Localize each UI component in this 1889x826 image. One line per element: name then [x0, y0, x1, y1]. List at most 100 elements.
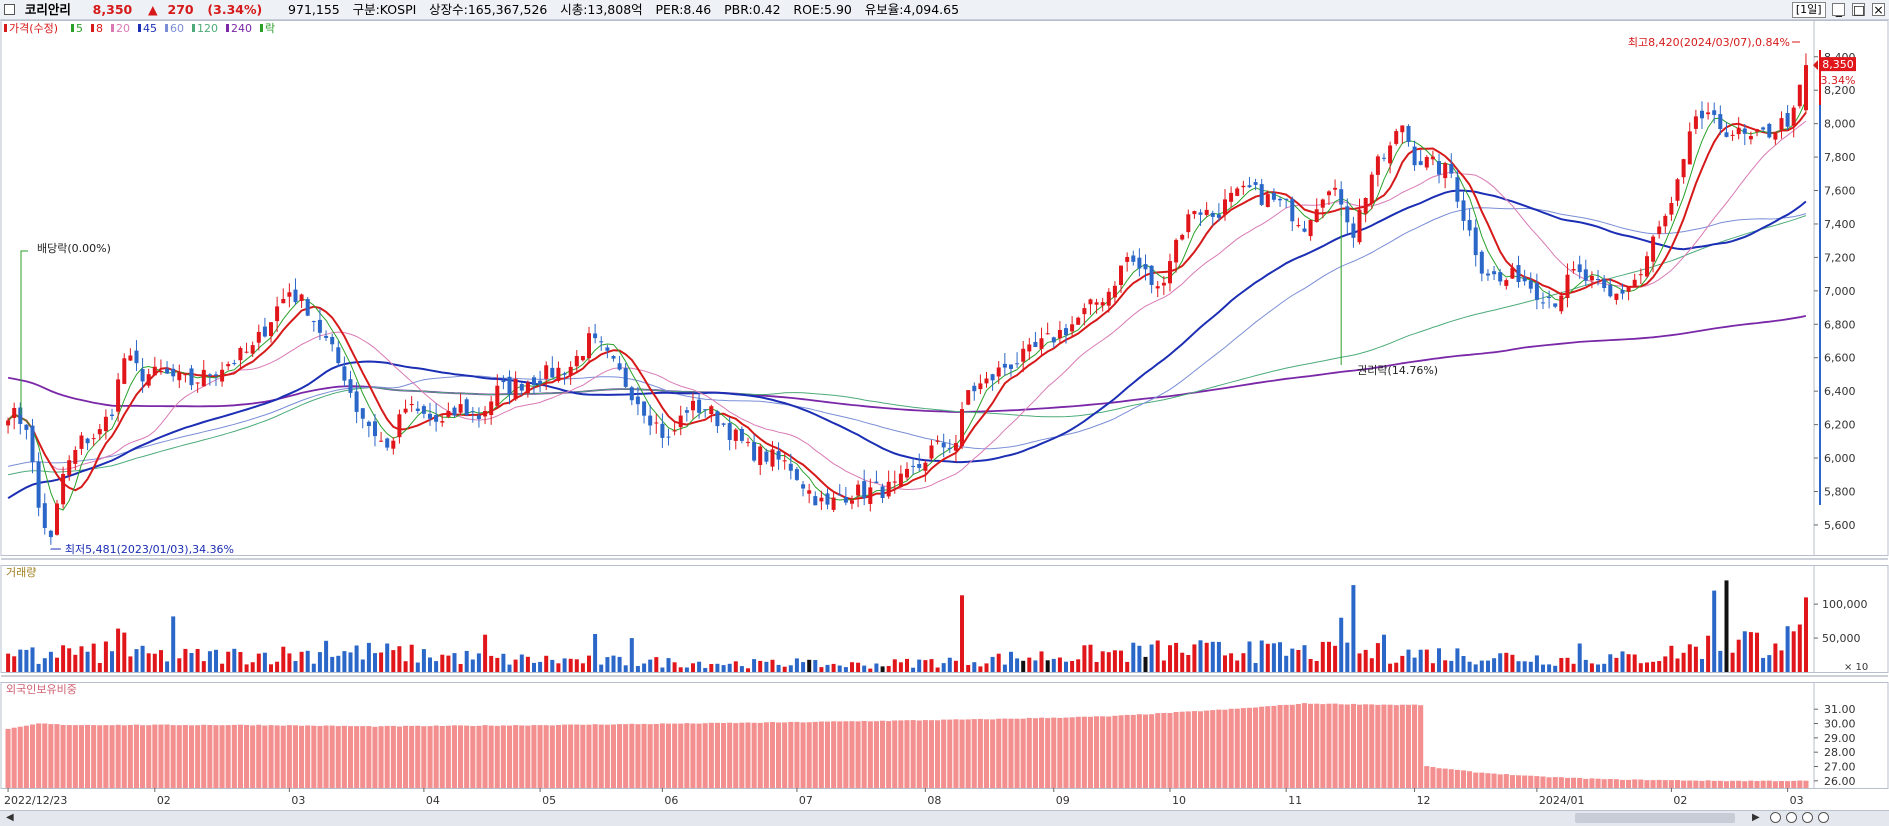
candle-body — [654, 422, 659, 424]
volume-bar — [189, 653, 194, 672]
candle-body — [397, 414, 402, 438]
candle-body — [1785, 113, 1790, 127]
pbr-value: PBR:0.42 — [724, 2, 781, 17]
candle-body — [140, 369, 145, 382]
stock-chart[interactable]: 5,600 5,800 6,000 6,200 6,400 6,600 6,800 7,000… — [0, 20, 1889, 810]
date-tick-label: 08 — [927, 794, 941, 807]
volume-bar — [421, 649, 426, 672]
candle-body — [36, 461, 41, 508]
foreign-ownership-bar — [1014, 718, 1020, 788]
volume-bar — [947, 657, 952, 672]
price-change-pct: (3.34%) — [207, 2, 263, 17]
foreign-ownership-bar — [1772, 781, 1778, 788]
foreign-ownership-bar — [678, 723, 684, 788]
volume-bar — [1553, 665, 1558, 672]
maximize-icon[interactable]: □ — [1852, 2, 1866, 17]
candle-body — [452, 407, 457, 416]
foreign-ownership-bar — [800, 722, 806, 788]
foreign-ownership-bar — [1723, 781, 1729, 788]
candle-body — [525, 382, 530, 394]
candle-body — [269, 322, 273, 336]
volume-bar — [1339, 617, 1344, 672]
volume-bar — [177, 658, 182, 672]
candle-body — [990, 374, 995, 381]
volume-bar — [1663, 656, 1668, 672]
candle-body — [116, 379, 121, 412]
close-icon[interactable]: × — [1872, 2, 1885, 17]
candle-body — [360, 408, 365, 419]
candle-body — [746, 441, 750, 443]
foreign-ownership-bar — [1418, 705, 1424, 788]
candle-body — [1651, 236, 1656, 262]
candle-body — [446, 411, 451, 417]
candle-body — [262, 326, 267, 337]
minimize-icon[interactable]: _ — [1832, 3, 1846, 16]
volume-bar — [1009, 651, 1013, 672]
volume-bar — [898, 662, 903, 672]
candle-body — [391, 440, 396, 449]
foreign-ownership-bar — [739, 722, 745, 788]
foreign-ownership-bar — [286, 725, 292, 788]
foreign-ownership-bar — [482, 725, 488, 788]
zoom-fit-icon[interactable] — [1818, 812, 1829, 823]
foreign-ownership-bar — [354, 726, 360, 788]
foreign-ownership-bar — [824, 721, 830, 788]
candle-body — [348, 379, 353, 393]
candle-body — [311, 321, 316, 323]
candle-body — [1620, 290, 1625, 294]
foreign-ownership-bar — [1032, 718, 1038, 788]
candle-body — [1284, 198, 1289, 200]
foreign-ownership-bar — [1155, 713, 1161, 788]
volume-bar — [550, 659, 555, 672]
select-checkbox[interactable] — [4, 4, 15, 15]
scroll-thumb[interactable] — [1575, 813, 1735, 823]
volume-bar — [452, 653, 457, 672]
scroll-right-icon[interactable]: ▶ — [1752, 812, 1760, 823]
volume-bar — [752, 659, 757, 672]
volume-bar — [183, 648, 188, 672]
candle-body — [599, 341, 604, 343]
foreign-ownership-bar — [610, 724, 616, 788]
foreign-ownership-bar — [727, 722, 733, 788]
candle-body — [1693, 116, 1698, 129]
foreign-ownership-bar — [1601, 779, 1607, 788]
candle-body — [1577, 264, 1582, 273]
candle-body — [1382, 157, 1386, 159]
foreign-ownership-bar — [30, 724, 36, 788]
foreign-ownership-bar — [335, 726, 341, 788]
candle-body — [428, 413, 432, 419]
candle-body — [1278, 198, 1282, 201]
ma120-line — [7, 215, 1807, 476]
foreign-ownership-bar — [1424, 766, 1430, 788]
foreign-ownership-bar — [317, 726, 323, 788]
zoom-in-icon[interactable] — [1770, 812, 1781, 823]
candle-body — [635, 396, 640, 405]
legend-label: 120 — [197, 22, 218, 35]
candle-body — [1345, 206, 1350, 223]
foreign-ownership-bar — [562, 724, 568, 788]
foreign-ownership-bar — [1491, 773, 1497, 788]
foreign-ownership-bar — [922, 720, 928, 788]
volume-bar — [397, 646, 402, 672]
candle-body — [691, 400, 695, 411]
candle-body — [177, 371, 182, 381]
candle-body — [1522, 277, 1527, 282]
volume-bar — [281, 646, 286, 672]
foreign-ownership-bar — [1460, 770, 1466, 788]
foreign-ownership-bar — [653, 724, 659, 788]
candle-body — [42, 503, 47, 528]
period-selector[interactable]: [1일] — [1791, 2, 1826, 18]
candle-body — [709, 406, 714, 414]
candle-body — [293, 289, 298, 303]
foreign-ownership-bar — [733, 723, 739, 788]
scroll-left-icon[interactable]: ◀ — [6, 812, 14, 823]
zoom-out-icon[interactable] — [1786, 812, 1797, 823]
foreign-ownership-bar — [928, 720, 934, 788]
zoom-reset-icon[interactable] — [1802, 812, 1813, 823]
foreign-ownership-bar — [11, 727, 17, 788]
chart-scrollbar[interactable]: ◀ ▶ — [0, 810, 1889, 826]
foreign-ownership-bar — [360, 726, 366, 788]
candle-body — [403, 408, 408, 413]
foreign-ownership-bar — [757, 722, 763, 788]
candle-body — [1339, 189, 1344, 205]
